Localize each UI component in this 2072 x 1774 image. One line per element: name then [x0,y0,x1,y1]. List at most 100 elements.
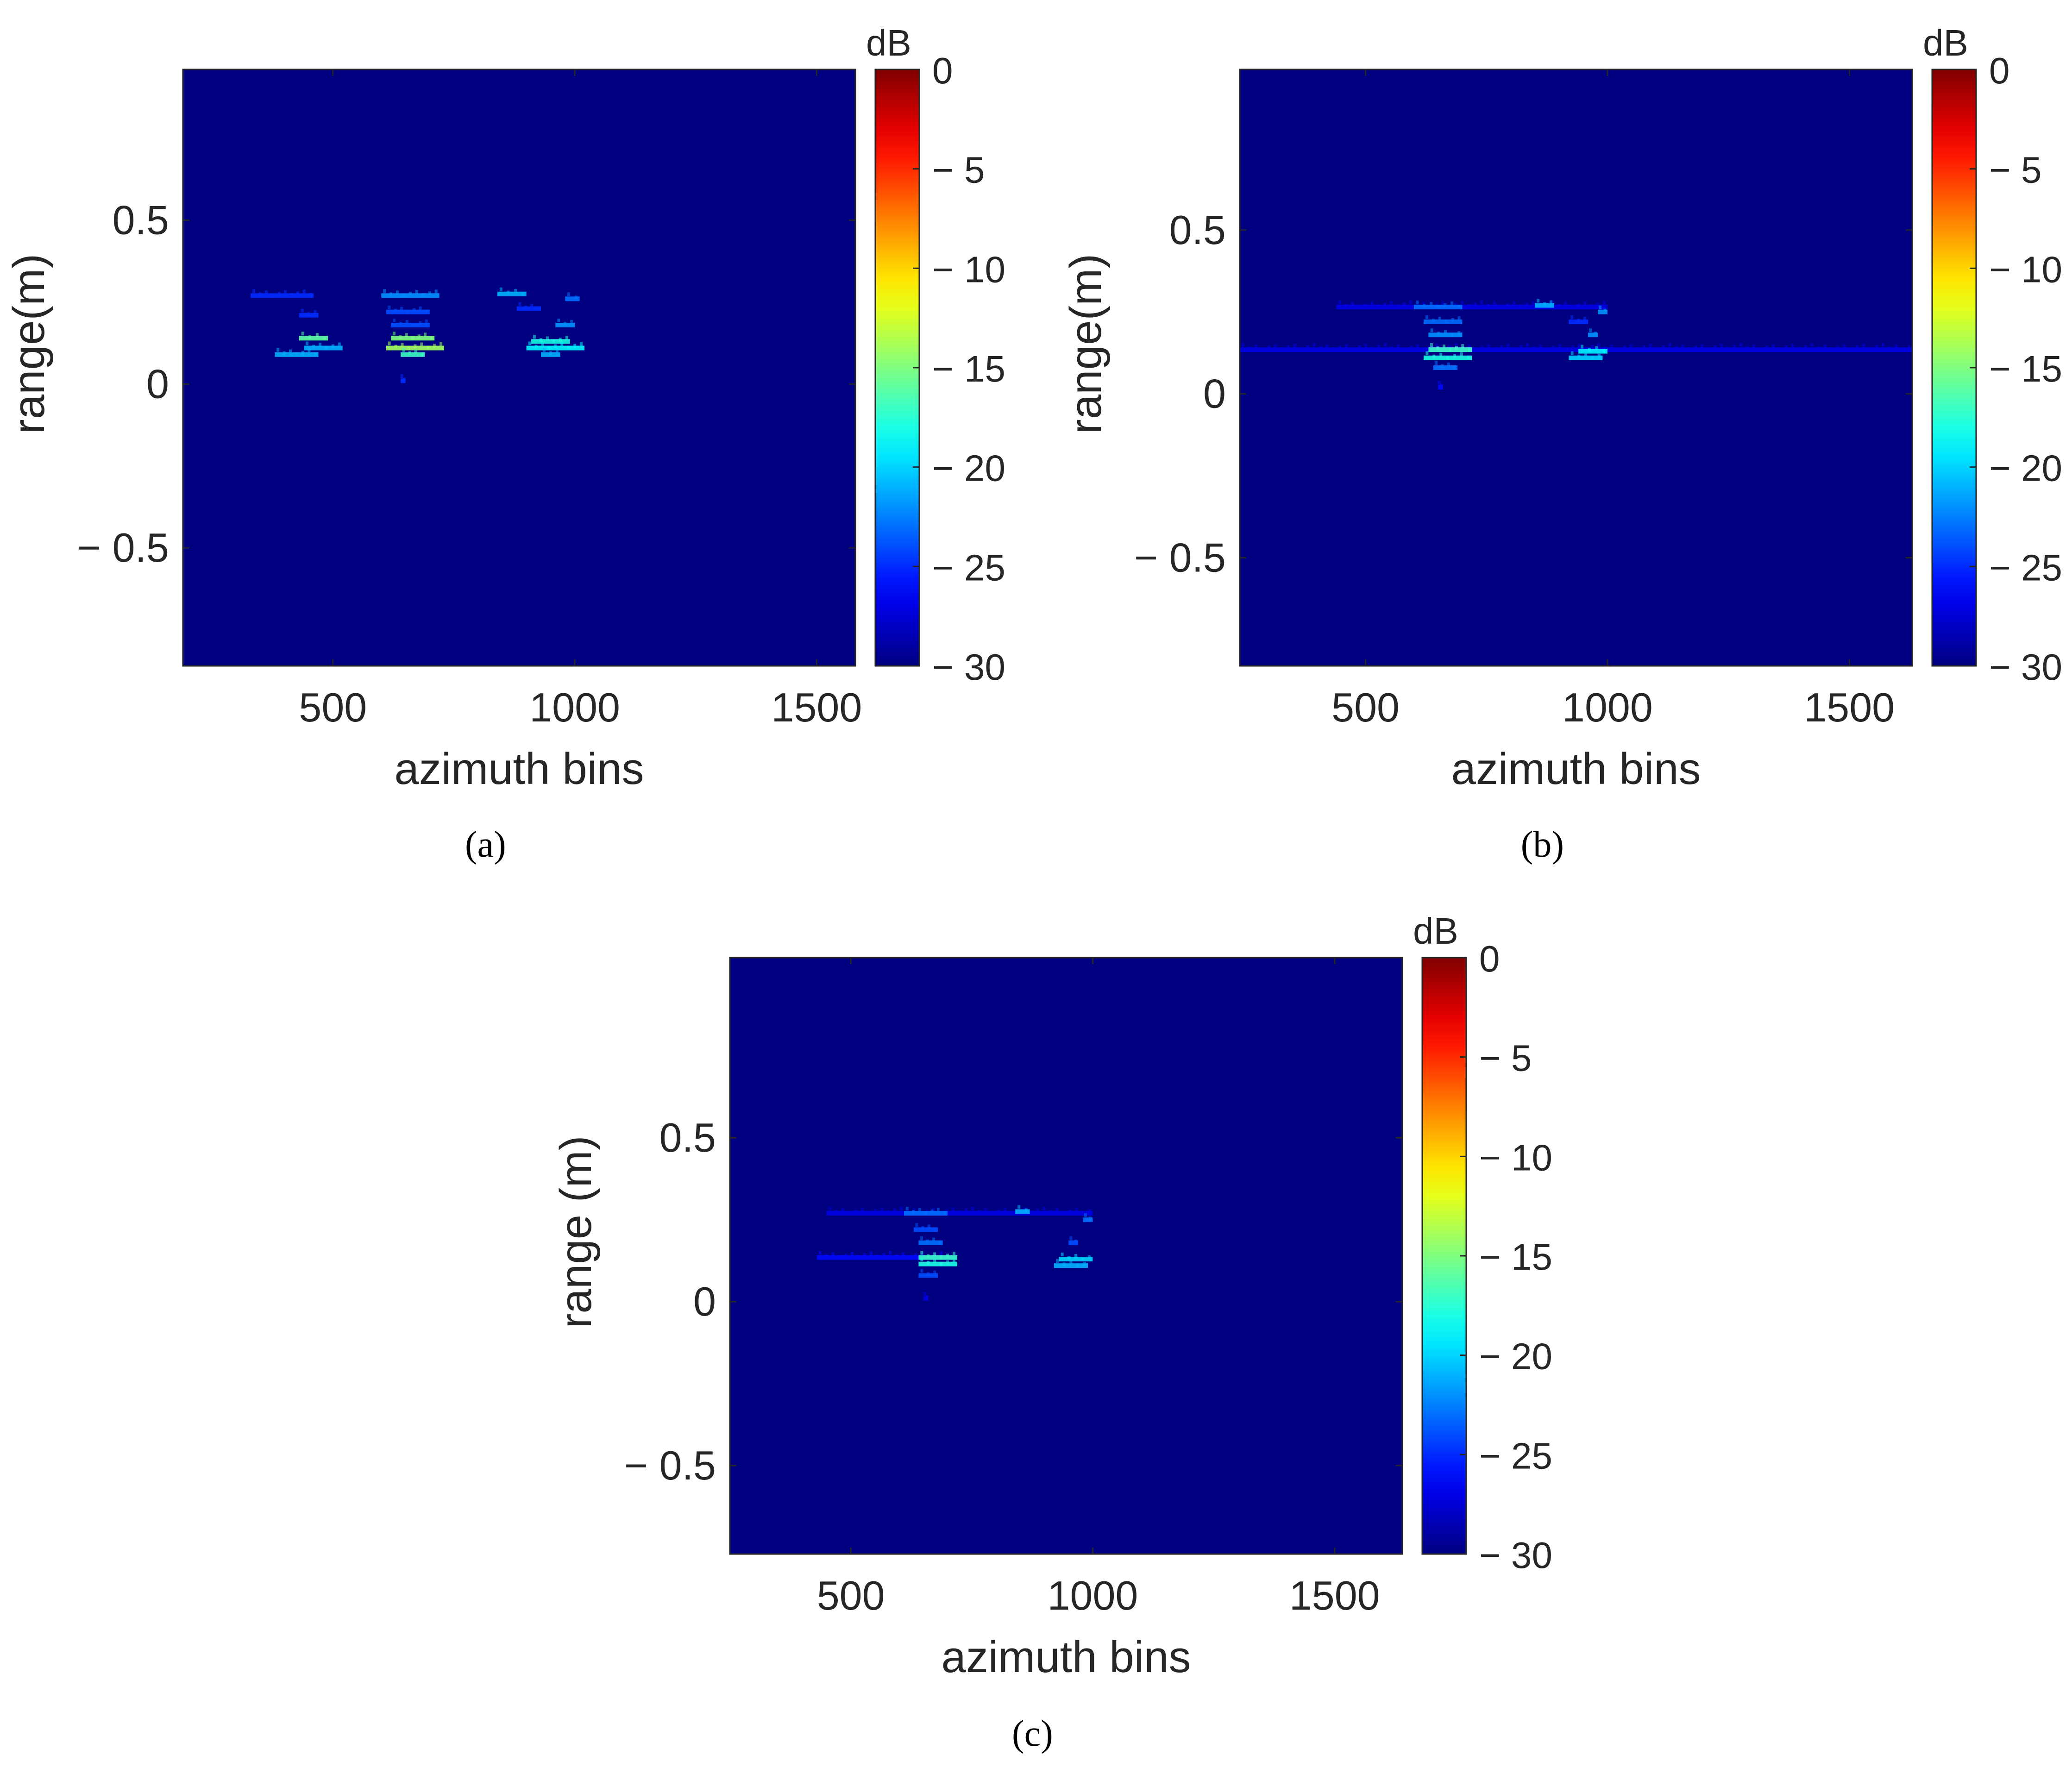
scatterer-speckle [1500,305,1503,309]
scatterer-speckle [413,308,416,312]
scatterer-speckle [1344,304,1348,308]
scatterer-speckle [1901,348,1904,352]
colorbar: 0 − 5 − 10 − 15 − 20 − 25 − 30 dB [1923,22,2062,688]
scatterer-speckle [389,292,393,296]
scatterer-speckle [1397,345,1400,349]
scatterer-speckle [420,342,423,346]
scatterer-speckle [1908,346,1911,350]
scatterer-speckle [841,1208,844,1212]
scatterer-speckle [323,336,326,340]
scatterer-speckle [1441,301,1444,306]
scatterer-speckle [1438,316,1441,320]
scatterer-speckle [1584,347,1587,351]
scatterer-speckle [971,1207,974,1210]
scatterer-speckle [932,1237,936,1241]
scatterer-speckle [1074,1239,1077,1243]
scatterer-speckle [1577,354,1581,358]
scatterer-speckle [408,351,411,355]
scatterer-speckle [425,320,428,323]
plot-frame [729,957,1403,1555]
scatterer-speckle [831,1252,835,1256]
scatterer-speckle [933,1259,936,1263]
scatterer-speckle [407,346,410,350]
scatterer-speckle [1583,301,1587,306]
scatterer-speckle [938,1241,942,1245]
scatterer-speckle [933,1270,936,1274]
scatterer-speckle [924,1211,928,1215]
scatterer-mark [1578,349,1607,354]
scatterer-speckle [1455,343,1458,347]
scatterer-mark [1336,305,1607,310]
scatterer-speckle [277,292,281,296]
scatterer-mark [1598,309,1607,314]
scatterer-speckle [984,1208,987,1212]
x-tick-label: 1000 [1048,1573,1138,1618]
scatterer-speckle [1810,343,1814,347]
heatmap-panel-1: 500 1000 1500 0.5 0 − 0.5 azimuth bins range(m)… [4,22,1005,865]
scatterer-speckle [1558,344,1562,348]
scatterer-speckle [433,344,436,348]
scatterer-speckle [559,338,562,342]
scatterer-speckle [415,290,418,294]
colorbar-tick-label: − 15 [932,348,1005,389]
colorbar-tick-label: − 30 [1479,1535,1552,1576]
scatterer-speckle [331,344,334,348]
scatterer-speckle [1004,1208,1007,1211]
scatterer-speckle [1507,344,1510,348]
scatterer-speckle [393,319,396,322]
scatterer-speckle [1594,332,1597,336]
scatterer-speckle [1817,346,1820,351]
scatterer-speckle [1843,344,1846,348]
scatterer-speckle [940,1255,943,1260]
scatterer-speckle [547,346,551,350]
scatterer-speckle [1565,347,1568,351]
heatmap-panel-2: 500 1000 1500 0.5 0 − 0.5 azimuth bins range(m)… [1061,22,2062,865]
scatterer-speckle [1442,345,1445,349]
colorbar-tick-label: 0 [1479,938,1500,979]
scatterer-speckle [1267,346,1270,350]
scatterer-speckle [1450,301,1454,306]
scatterer-speckle [421,293,425,297]
scatterer-speckle [406,310,409,314]
scatterer-speckle [1570,305,1574,309]
scatterer-mark [1083,1217,1093,1222]
scatterer-speckle [1062,1211,1065,1215]
scatterer-speckle [1895,345,1898,349]
scatterer-mark [1240,347,1912,352]
scatterer-speckle [1068,1210,1072,1213]
y-tick-label: 0 [693,1279,716,1324]
scatterer-speckle [1583,316,1587,320]
colorbar-unit-label: dB [866,22,911,63]
scatterer-speckle [521,292,524,296]
scatterer-speckle [923,1292,926,1296]
scatterer-speckle [1869,347,1872,351]
scatterer-speckle [554,344,557,348]
scatterer-speckle [1017,1205,1021,1209]
scatterer-speckle [1074,1254,1077,1258]
panel-caption: (a) [465,824,506,865]
x-tick-label: 1000 [1562,684,1653,730]
scatterer-speckle [396,290,399,295]
scatterer-speckle [1849,347,1852,351]
scatterer-speckle [1056,1259,1059,1263]
scatterer-speckle [1293,344,1296,348]
y-tick-label: 0 [146,361,169,407]
x-tick-label: 1500 [1289,1573,1380,1618]
scatterer-speckle [1390,346,1394,351]
scatterer-speckle [1403,302,1406,307]
scatterer-speckle [1448,345,1451,349]
scatterer-speckle [874,1209,877,1213]
scatterer-speckle [405,333,408,337]
scatterer-speckle [388,341,391,345]
scatterer-speckle [1300,347,1303,351]
y-tick-label: − 0.5 [624,1442,716,1488]
scatterer-speckle [1089,1216,1092,1221]
scatterer-speckle [549,351,552,355]
scatterer-speckle [1351,347,1355,351]
scatterer-speckle [1596,303,1600,307]
scatterer-speckle [1589,328,1592,332]
scatterer-speckle [499,287,502,291]
scatterer-speckle [1371,347,1374,351]
scatterer-speckle [850,1252,854,1256]
scatterer-speckle [1875,345,1878,349]
